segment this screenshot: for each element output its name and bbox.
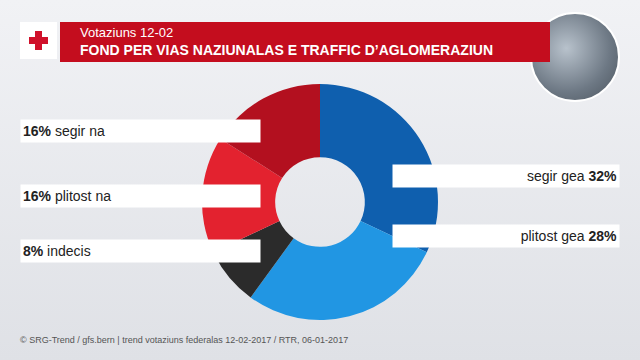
svg-text:plitost gea 28%: plitost gea 28%: [521, 228, 617, 244]
html-text:FOND PER VIAS NAZIUNALAS E TRA: FOND PER VIAS NAZIUNALAS E TRAFFIC D’AGL…: [80, 42, 493, 58]
html-text:Votaziuns 12-02: Votaziuns 12-02: [80, 25, 174, 40]
svg-text:16% plitost na: 16% plitost na: [23, 188, 111, 204]
svg-text:8% indecis: 8% indecis: [23, 243, 91, 259]
svg-text:segir gea 32%: segir gea 32%: [527, 168, 617, 184]
html-text:© SRG-Trend / gfs.bern | trend: © SRG-Trend / gfs.bern | trend votaziuns…: [20, 335, 349, 345]
svg-text:16% segir na: 16% segir na: [23, 123, 105, 139]
